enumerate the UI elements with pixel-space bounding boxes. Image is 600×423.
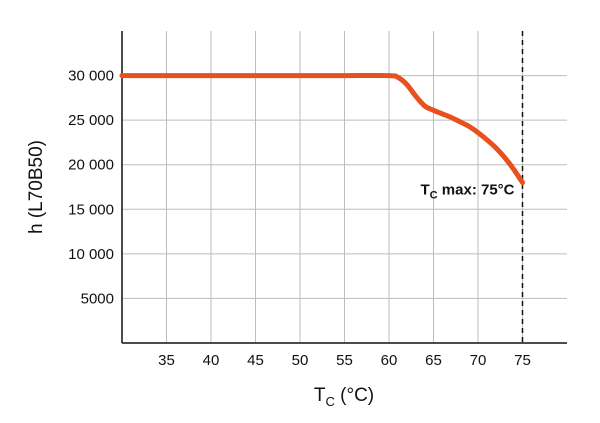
x-tick-label: 35 <box>158 352 175 369</box>
annotation-sub: C <box>430 190 438 202</box>
y-tick-label: 10 000 <box>68 246 114 263</box>
y-axis-title: h (L70B50) <box>26 140 47 234</box>
series-line <box>119 72 525 186</box>
x-axis-title-unit: (°C) <box>335 385 374 406</box>
x-tick-label: 50 <box>292 352 309 369</box>
y-tick-label: 30 000 <box>68 68 114 85</box>
max-temperature-annotation: TC max: 75°C <box>421 182 515 202</box>
annotation-rest: max: 75°C <box>438 182 515 199</box>
x-tick-label: 75 <box>514 352 531 369</box>
x-axis-title-main: T <box>314 385 326 406</box>
labels: h (L70B50) TC (°C) TC max: 75°C <box>26 140 515 409</box>
x-tick-label: 40 <box>203 352 220 369</box>
x-tick-label: 60 <box>381 352 398 369</box>
axes: 35 40 45 50 55 60 65 70 75 5000 10 000 15 000 20 000… <box>68 31 567 369</box>
series-layer <box>119 31 525 343</box>
x-tick-label: 55 <box>336 352 353 369</box>
y-tick-label: 5000 <box>81 290 114 307</box>
grid <box>122 31 567 343</box>
y-tick-label: 25 000 <box>68 112 114 129</box>
x-tick-label: 45 <box>247 352 264 369</box>
annotation-main: T <box>421 182 430 199</box>
x-axis-title-sub: C <box>325 394 334 409</box>
y-tick-label: 15 000 <box>68 201 114 218</box>
x-tick-label: 65 <box>425 352 442 369</box>
x-tick-label: 70 <box>470 352 487 369</box>
y-tick-label: 20 000 <box>68 157 114 174</box>
x-axis-title: TC (°C) <box>314 385 374 409</box>
